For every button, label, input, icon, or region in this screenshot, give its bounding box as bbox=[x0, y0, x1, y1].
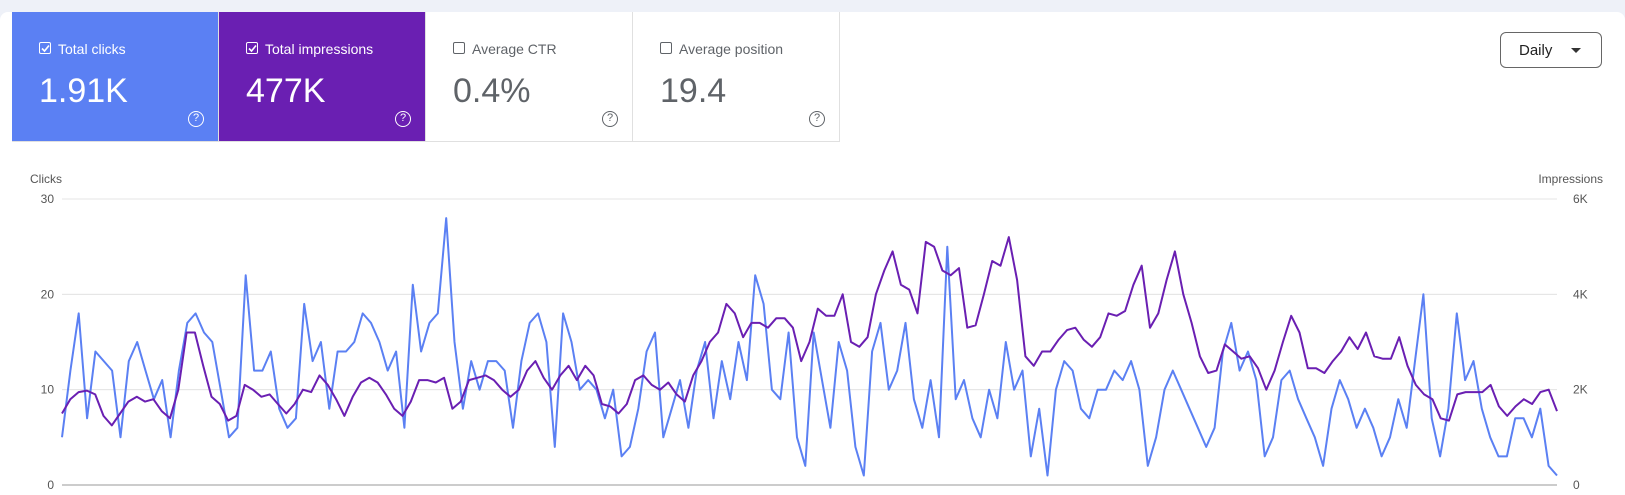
dropdown-label: Daily bbox=[1519, 42, 1553, 59]
checkbox[interactable] bbox=[246, 42, 258, 54]
metric-card[interactable]: Total impressions 477K? bbox=[219, 12, 426, 142]
metric-card[interactable]: Total clicks 1.91K? bbox=[12, 12, 219, 142]
help-icon[interactable]: ? bbox=[188, 111, 204, 127]
y-tick-label: 0 bbox=[47, 478, 54, 492]
series-line bbox=[61, 217, 1558, 477]
metric-label: Total clicks bbox=[58, 41, 126, 57]
y2-tick-label: 2K bbox=[1573, 383, 1588, 397]
check-mark bbox=[40, 44, 50, 52]
help-icon[interactable]: ? bbox=[602, 111, 618, 127]
metric-card[interactable]: Average position 19.4? bbox=[633, 12, 840, 142]
metric-value: 1.91K bbox=[39, 72, 128, 110]
check-mark bbox=[247, 44, 257, 52]
checkbox[interactable] bbox=[453, 42, 465, 54]
check-path bbox=[40, 44, 50, 52]
metric-value: 477K bbox=[246, 72, 326, 110]
metric-value: 19.4 bbox=[660, 72, 727, 110]
checkbox[interactable] bbox=[39, 42, 51, 54]
series-line bbox=[61, 236, 1558, 427]
help-icon[interactable]: ? bbox=[809, 111, 825, 127]
y2-tick-label: 6K bbox=[1573, 192, 1588, 206]
metric-label: Average CTR bbox=[472, 41, 557, 57]
y2-axis-label: Impressions bbox=[1538, 172, 1603, 186]
check-path bbox=[247, 44, 257, 52]
metric-card[interactable]: Average CTR 0.4%? bbox=[426, 12, 633, 142]
y2-tick-label: 0 bbox=[1573, 478, 1580, 492]
y2-tick-label: 4K bbox=[1573, 287, 1588, 301]
y-tick-label: 10 bbox=[41, 383, 55, 397]
y-axis-label: Clicks bbox=[30, 172, 62, 186]
help-icon[interactable]: ? bbox=[395, 111, 411, 127]
checkbox[interactable] bbox=[660, 42, 672, 54]
metric-label: Total impressions bbox=[265, 41, 374, 57]
y-tick-label: 30 bbox=[41, 192, 55, 206]
dropdown-arrow bbox=[1571, 48, 1581, 53]
y-tick-label: 20 bbox=[41, 287, 55, 301]
metric-value: 0.4% bbox=[453, 72, 531, 110]
granularity-dropdown[interactable]: Daily bbox=[1500, 32, 1602, 68]
metric-label: Average position bbox=[679, 41, 784, 57]
